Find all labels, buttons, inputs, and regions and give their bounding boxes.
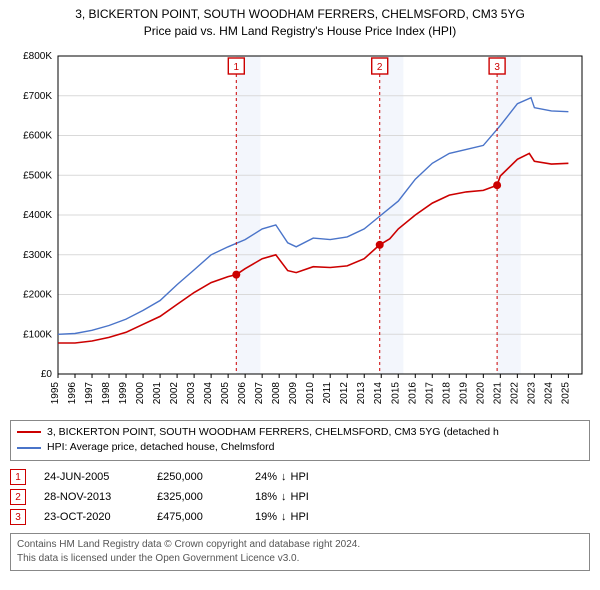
event-price-1: £250,000 [157, 471, 237, 483]
svg-text:2011: 2011 [322, 381, 333, 403]
title-line-2: Price paid vs. HM Land Registry's House … [10, 23, 590, 40]
event-marker-3: 3 [10, 509, 26, 525]
svg-text:1996: 1996 [67, 381, 78, 404]
svg-text:2012: 2012 [339, 381, 350, 404]
event-date-2: 28-NOV-2013 [44, 491, 139, 503]
title-block: 3, BICKERTON POINT, SOUTH WOODHAM FERRER… [10, 6, 590, 40]
svg-text:2004: 2004 [203, 381, 214, 404]
event-delta-1: 24% ↓ HPI [255, 471, 309, 483]
svg-text:2016: 2016 [407, 381, 418, 404]
svg-text:£800K: £800K [23, 51, 52, 62]
svg-text:2006: 2006 [237, 381, 248, 404]
arrow-down-icon: ↓ [281, 491, 287, 503]
event-delta-2: 18% ↓ HPI [255, 491, 309, 503]
event-date-3: 23-OCT-2020 [44, 511, 139, 523]
line-chart: £0 £100K £200K £300K £400K £500K £600K £700K £80… [10, 44, 590, 414]
chart-container: 3, BICKERTON POINT, SOUTH WOODHAM FERRER… [0, 0, 600, 579]
svg-text:1995: 1995 [50, 381, 61, 404]
attribution-line-1: Contains HM Land Registry data © Crown c… [17, 538, 583, 552]
svg-text:2018: 2018 [441, 381, 452, 404]
svg-text:£200K: £200K [23, 289, 52, 300]
svg-text:£700K: £700K [23, 90, 52, 101]
arrow-down-icon: ↓ [281, 471, 287, 483]
event-delta-3: 19% ↓ HPI [255, 511, 309, 523]
svg-text:2024: 2024 [543, 381, 554, 404]
svg-text:1999: 1999 [118, 381, 129, 404]
svg-text:£500K: £500K [23, 170, 52, 181]
svg-text:2020: 2020 [475, 381, 486, 404]
svg-text:2023: 2023 [526, 381, 537, 404]
svg-text:£600K: £600K [23, 130, 52, 141]
event-marker-1: 1 [10, 469, 26, 485]
svg-text:2008: 2008 [271, 381, 282, 404]
svg-text:2005: 2005 [220, 381, 231, 404]
svg-text:2007: 2007 [254, 381, 265, 404]
event-price-2: £325,000 [157, 491, 237, 503]
legend: 3, BICKERTON POINT, SOUTH WOODHAM FERRER… [10, 420, 590, 462]
svg-text:2017: 2017 [424, 381, 435, 404]
svg-text:1997: 1997 [84, 381, 95, 404]
svg-text:£300K: £300K [23, 249, 52, 260]
svg-text:3: 3 [494, 62, 500, 73]
legend-item-property: 3, BICKERTON POINT, SOUTH WOODHAM FERRER… [17, 425, 583, 441]
svg-text:£0: £0 [41, 369, 53, 380]
svg-text:2013: 2013 [356, 381, 367, 404]
svg-text:2021: 2021 [492, 381, 503, 404]
svg-text:2: 2 [377, 62, 383, 73]
legend-swatch-property [17, 431, 41, 433]
title-line-1: 3, BICKERTON POINT, SOUTH WOODHAM FERRER… [10, 6, 590, 23]
svg-text:2002: 2002 [169, 381, 180, 404]
event-price-3: £475,000 [157, 511, 237, 523]
attribution: Contains HM Land Registry data © Crown c… [10, 533, 590, 571]
event-row-2: 2 28-NOV-2013 £325,000 18% ↓ HPI [10, 487, 590, 507]
event-row-3: 3 23-OCT-2020 £475,000 19% ↓ HPI [10, 507, 590, 527]
chart-svg: £0 £100K £200K £300K £400K £500K £600K £700K £80… [10, 44, 590, 414]
svg-text:2009: 2009 [288, 381, 299, 404]
legend-swatch-hpi [17, 447, 41, 449]
svg-text:1998: 1998 [101, 381, 112, 404]
arrow-down-icon: ↓ [281, 511, 287, 523]
svg-text:2001: 2001 [152, 381, 163, 404]
event-date-1: 24-JUN-2005 [44, 471, 139, 483]
svg-text:1: 1 [234, 62, 240, 73]
svg-text:2019: 2019 [458, 381, 469, 404]
svg-text:2022: 2022 [509, 381, 520, 404]
events-table: 1 24-JUN-2005 £250,000 24% ↓ HPI 2 28-NO… [10, 467, 590, 527]
legend-label-property: 3, BICKERTON POINT, SOUTH WOODHAM FERRER… [47, 425, 499, 441]
event-marker-2: 2 [10, 489, 26, 505]
attribution-line-2: This data is licensed under the Open Gov… [17, 552, 583, 566]
event-row-1: 1 24-JUN-2005 £250,000 24% ↓ HPI [10, 467, 590, 487]
svg-text:2014: 2014 [373, 381, 384, 404]
svg-text:2015: 2015 [390, 381, 401, 404]
svg-text:2000: 2000 [135, 381, 146, 404]
svg-text:2025: 2025 [560, 381, 571, 404]
svg-text:2010: 2010 [305, 381, 316, 404]
svg-text:£400K: £400K [23, 210, 52, 221]
svg-text:2003: 2003 [186, 381, 197, 404]
legend-item-hpi: HPI: Average price, detached house, Chel… [17, 440, 583, 456]
svg-text:£100K: £100K [23, 329, 52, 340]
legend-label-hpi: HPI: Average price, detached house, Chel… [47, 440, 274, 456]
